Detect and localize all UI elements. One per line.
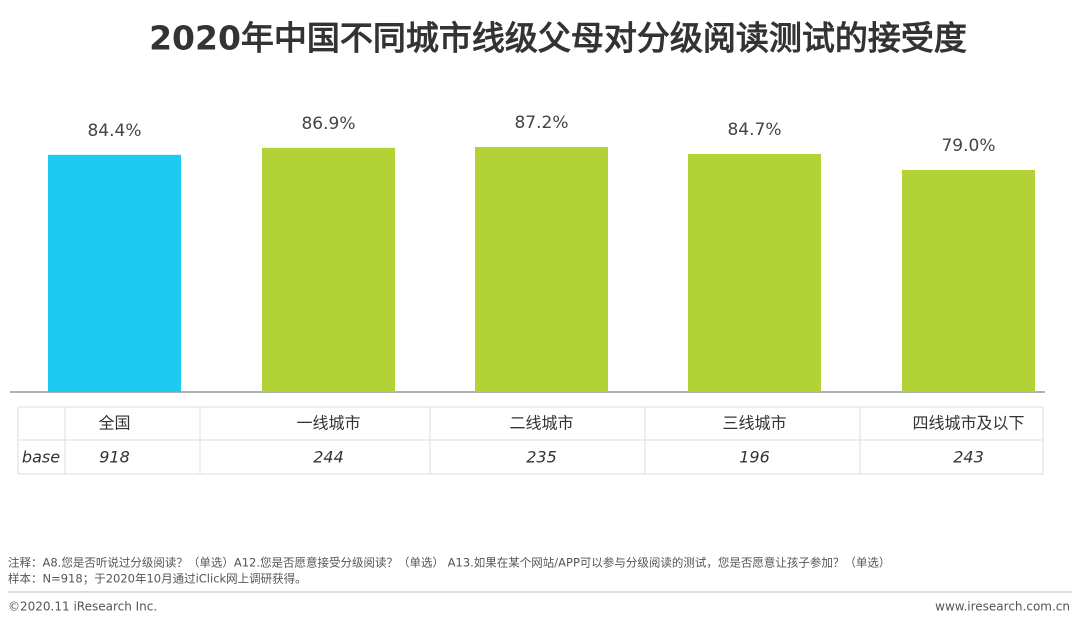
footer-url: www.iresearch.com.cn	[935, 600, 1070, 614]
bar	[688, 153, 821, 392]
note: 样本：N=918；于2020年10月通过iClick网上调研获得。	[8, 572, 307, 586]
base-value: 235	[526, 448, 557, 467]
value-label: 87.2%	[514, 113, 568, 133]
value-label: 84.4%	[87, 121, 141, 141]
base-value: 243	[953, 448, 984, 467]
category-label: 四线城市及以下	[912, 414, 1024, 433]
copyright: ©2020.11 iResearch Inc.	[8, 600, 157, 614]
bar	[902, 170, 1035, 392]
value-label: 84.7%	[727, 120, 781, 140]
category-label: 一线城市	[296, 414, 360, 433]
base-value: 196	[739, 448, 770, 467]
category-label: 二线城市	[509, 414, 573, 433]
value-label: 86.9%	[301, 114, 355, 134]
base-value: 918	[99, 448, 130, 467]
table-row-label: base	[22, 448, 60, 467]
value-label: 79.0%	[941, 136, 995, 156]
bar	[475, 146, 608, 392]
note: 注释：A8.您是否听说过分级阅读？（单选）A12.您是否愿意接受分级阅读？（单选…	[8, 556, 890, 570]
bar	[262, 147, 395, 392]
category-label: 三线城市	[722, 414, 786, 433]
chart-title: 2020年中国不同城市线级父母对分级阅读测试的接受度	[149, 19, 967, 58]
base-value: 244	[313, 448, 344, 467]
category-label: 全国	[98, 414, 130, 433]
bar	[48, 154, 181, 392]
